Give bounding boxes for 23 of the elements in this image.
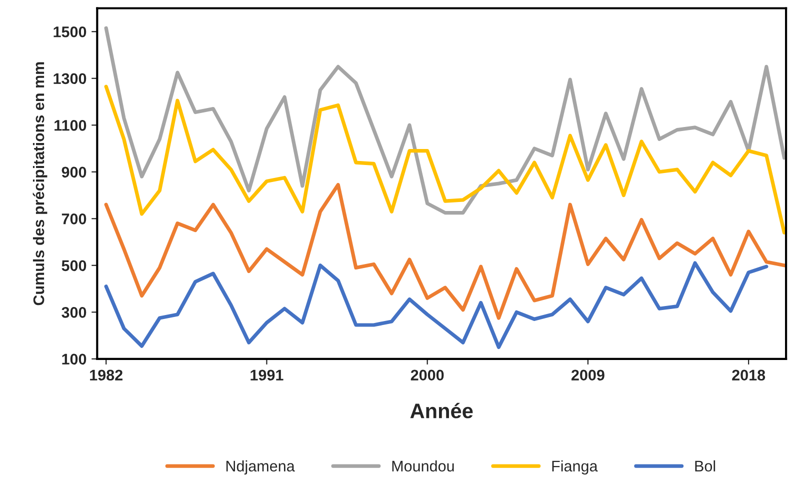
legend-label: Fianga bbox=[552, 460, 598, 475]
y-tick-label: 700 bbox=[62, 214, 86, 224]
y-axis-title: Cumuls des précipitations en mm bbox=[32, 62, 48, 306]
x-tick-label: 2018 bbox=[732, 370, 766, 381]
x-tick-label: 2009 bbox=[571, 370, 604, 381]
y-tick-label: 1300 bbox=[54, 73, 86, 84]
y-tick-label: 500 bbox=[62, 260, 86, 272]
x-axis-title: Année bbox=[410, 402, 473, 418]
line-series bbox=[104, 261, 768, 350]
legend-label: Bol bbox=[695, 460, 716, 472]
line-series bbox=[104, 26, 786, 215]
y-tick-label: 1100 bbox=[54, 120, 86, 131]
y-tick-label: 1500 bbox=[54, 26, 86, 38]
x-tick-label: 1982 bbox=[90, 370, 122, 381]
line-series bbox=[104, 84, 786, 234]
y-tick-label: 100 bbox=[62, 354, 86, 365]
x-tick-label: 1991 bbox=[250, 370, 284, 381]
x-tick-label: 2000 bbox=[410, 370, 444, 381]
legend-label: Moundou bbox=[392, 460, 454, 472]
y-tick-label: 900 bbox=[62, 166, 86, 178]
line-series bbox=[104, 182, 786, 320]
legend-label: Ndjamena bbox=[226, 460, 295, 475]
y-tick-label: 300 bbox=[62, 307, 86, 318]
